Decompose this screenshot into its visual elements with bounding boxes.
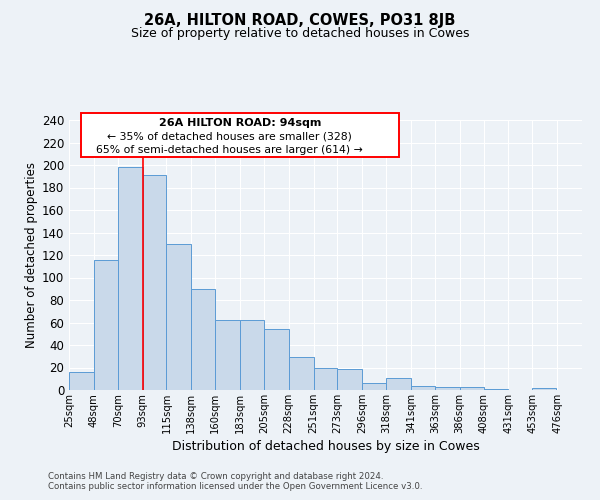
Bar: [386, 378, 411, 390]
Bar: [362, 383, 386, 390]
Bar: [314, 368, 337, 390]
Text: Size of property relative to detached houses in Cowes: Size of property relative to detached ho…: [131, 28, 469, 40]
Bar: [435, 386, 460, 390]
Y-axis label: Number of detached properties: Number of detached properties: [25, 162, 38, 348]
Bar: [166, 244, 191, 390]
Text: 65% of semi-detached houses are larger (614) →: 65% of semi-detached houses are larger (…: [96, 144, 362, 154]
Bar: [484, 389, 508, 390]
Text: Contains HM Land Registry data © Crown copyright and database right 2024.: Contains HM Land Registry data © Crown c…: [48, 472, 383, 481]
X-axis label: Distribution of detached houses by size in Cowes: Distribution of detached houses by size …: [172, 440, 479, 453]
Bar: [215, 320, 240, 390]
Bar: [118, 167, 143, 390]
Text: 26A, HILTON ROAD, COWES, PO31 8JB: 26A, HILTON ROAD, COWES, PO31 8JB: [145, 12, 455, 28]
Text: 26A HILTON ROAD: 94sqm: 26A HILTON ROAD: 94sqm: [159, 118, 321, 128]
Text: ← 35% of detached houses are smaller (328): ← 35% of detached houses are smaller (32…: [107, 132, 352, 141]
Bar: [289, 358, 314, 390]
Bar: [337, 368, 362, 390]
Bar: [240, 320, 264, 390]
Bar: [191, 289, 215, 390]
Text: Contains public sector information licensed under the Open Government Licence v3: Contains public sector information licen…: [48, 482, 422, 491]
Bar: [264, 329, 289, 390]
Bar: [69, 372, 94, 390]
Bar: [94, 260, 118, 390]
Bar: [143, 175, 166, 390]
Bar: [411, 386, 435, 390]
FancyBboxPatch shape: [81, 114, 399, 157]
Bar: [532, 388, 556, 390]
Bar: [460, 386, 484, 390]
